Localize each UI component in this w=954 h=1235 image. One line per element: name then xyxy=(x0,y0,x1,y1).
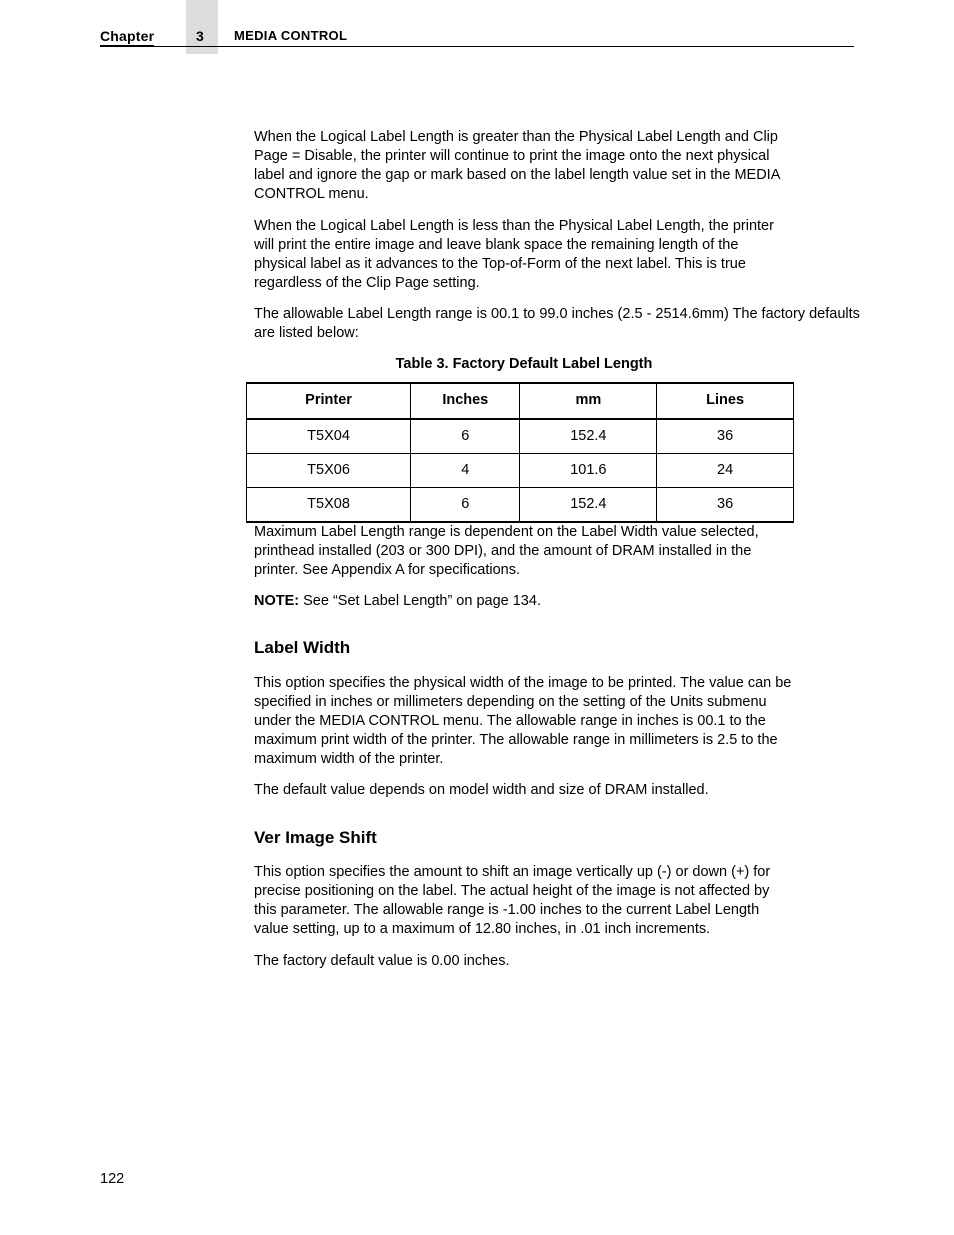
table-row: T5X06 4 101.6 24 xyxy=(247,453,794,487)
header-rule xyxy=(100,46,854,47)
table-cell: 152.4 xyxy=(520,419,657,454)
table-caption: Table 3. Factory Default Label Length xyxy=(254,355,794,374)
table-header: mm xyxy=(520,383,657,418)
body-content: When the Logical Label Length is greater… xyxy=(254,128,794,983)
paragraph: The factory default value is 0.00 inches… xyxy=(254,952,794,971)
paragraph: When the Logical Label Length is less th… xyxy=(254,217,794,294)
note: NOTE: See “Set Label Length” on page 134… xyxy=(254,592,794,611)
table-header: Printer xyxy=(247,383,411,418)
note-text: See “Set Label Length” on page 134. xyxy=(303,593,541,609)
chapter-label: Chapter xyxy=(100,28,154,46)
table-cell: T5X06 xyxy=(247,453,411,487)
subheading-label-width: Label Width xyxy=(254,637,794,659)
table-cell: T5X04 xyxy=(247,419,411,454)
page-number: 122 xyxy=(100,1171,124,1187)
table-cell: 101.6 xyxy=(520,453,657,487)
table-cell: 6 xyxy=(411,419,520,454)
table-cell: 24 xyxy=(657,453,794,487)
table-cell: 152.4 xyxy=(520,487,657,522)
defaults-table: Printer Inches mm Lines T5X04 6 152.4 36… xyxy=(246,382,794,523)
table-row: T5X08 6 152.4 36 xyxy=(247,487,794,522)
table-cell: T5X08 xyxy=(247,487,411,522)
paragraph: The default value depends on model width… xyxy=(254,781,794,800)
paragraph: The allowable Label Length range is 00.1… xyxy=(254,305,868,343)
paragraph: When the Logical Label Length is greater… xyxy=(254,128,794,205)
paragraph: This option specifies the physical width… xyxy=(254,674,794,770)
table-cell: 6 xyxy=(411,487,520,522)
subheading-ver-image-shift: Ver Image Shift xyxy=(254,827,794,849)
table-header-row: Printer Inches mm Lines xyxy=(247,383,794,418)
page-header: Chapter 3 MEDIA CONTROL xyxy=(100,28,854,48)
chapter-number: 3 xyxy=(196,28,204,44)
table-header: Inches xyxy=(411,383,520,418)
paragraph: This option specifies the amount to shif… xyxy=(254,863,794,940)
table-cell: 36 xyxy=(657,487,794,522)
table-cell: 36 xyxy=(657,419,794,454)
note-label: NOTE: xyxy=(254,593,299,609)
table-cell: 4 xyxy=(411,453,520,487)
page: Chapter 3 MEDIA CONTROL When the Logical… xyxy=(0,0,954,1235)
table-header: Lines xyxy=(657,383,794,418)
table-row: T5X04 6 152.4 36 xyxy=(247,419,794,454)
section-title: MEDIA CONTROL xyxy=(234,28,347,43)
paragraph: Maximum Label Length range is dependent … xyxy=(254,523,794,580)
